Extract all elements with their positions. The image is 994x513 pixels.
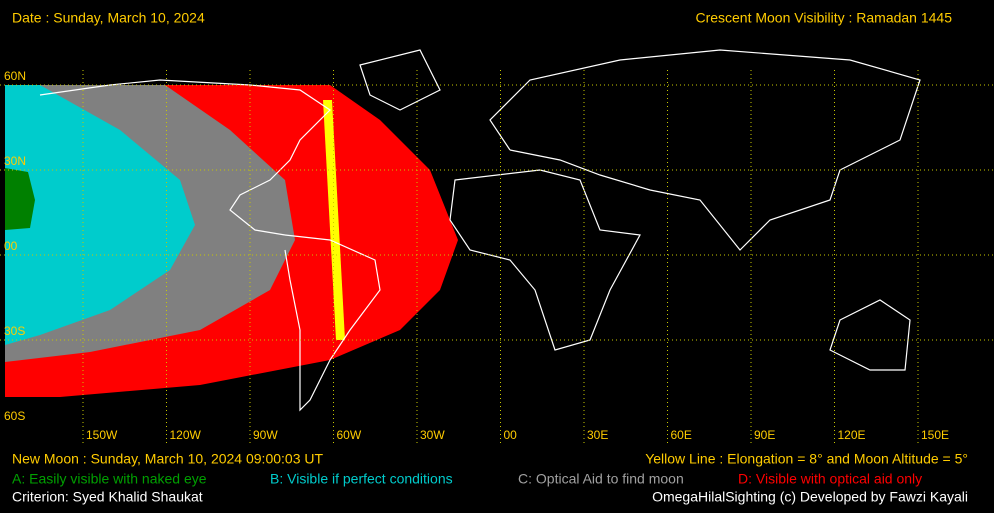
lat-label: 60S [4, 409, 25, 423]
new-moon: New Moon : Sunday, March 10, 2024 09:00:… [12, 451, 323, 467]
lon-label: 120E [838, 428, 866, 442]
criterion: Criterion: Syed Khalid Shaukat [12, 489, 203, 505]
title: Crescent Moon Visibility : Ramadan 1445 [695, 10, 952, 26]
visibility-zones [5, 85, 458, 397]
legend-b: B: Visible if perfect conditions [270, 471, 453, 487]
lat-label: 60N [4, 69, 26, 83]
lon-label: 60E [671, 428, 692, 442]
credit: OmegaHilalSighting (c) Developed by Fawz… [652, 489, 968, 505]
lat-label: 30N [4, 154, 26, 168]
lat-label: 00 [4, 239, 18, 253]
lon-label: 60W [337, 428, 362, 442]
lon-label: 150E [921, 428, 949, 442]
lon-label: 30W [420, 428, 445, 442]
south-america [284, 234, 381, 412]
australia [829, 299, 911, 371]
zone-b [5, 85, 195, 345]
lon-label: 00 [504, 428, 518, 442]
zone-a [5, 168, 35, 230]
lon-label: 90E [754, 428, 775, 442]
africa [449, 169, 641, 351]
legend-d: D: Visible with optical aid only [738, 471, 922, 487]
legend-c: C: Optical Aid to find moon [518, 471, 684, 487]
yellow-line-note: Yellow Line : Elongation = 8° and Moon A… [645, 451, 968, 467]
lat-label: 30S [4, 324, 25, 338]
legend-a: A: Easily visible with naked eye [12, 471, 207, 487]
north-america [39, 79, 331, 236]
graticule: 60N 30N 00 30S 60S 150W 120W 90W 60W 30W 00 30E 60E 9… [0, 69, 994, 445]
lon-label: 90W [253, 428, 278, 442]
lon-label: 150W [86, 428, 118, 442]
lon-label: 120W [170, 428, 202, 442]
greenland [359, 49, 441, 111]
yellow-line [323, 100, 345, 340]
date: Date : Sunday, March 10, 2024 [12, 10, 205, 26]
lon-label: 30E [587, 428, 608, 442]
